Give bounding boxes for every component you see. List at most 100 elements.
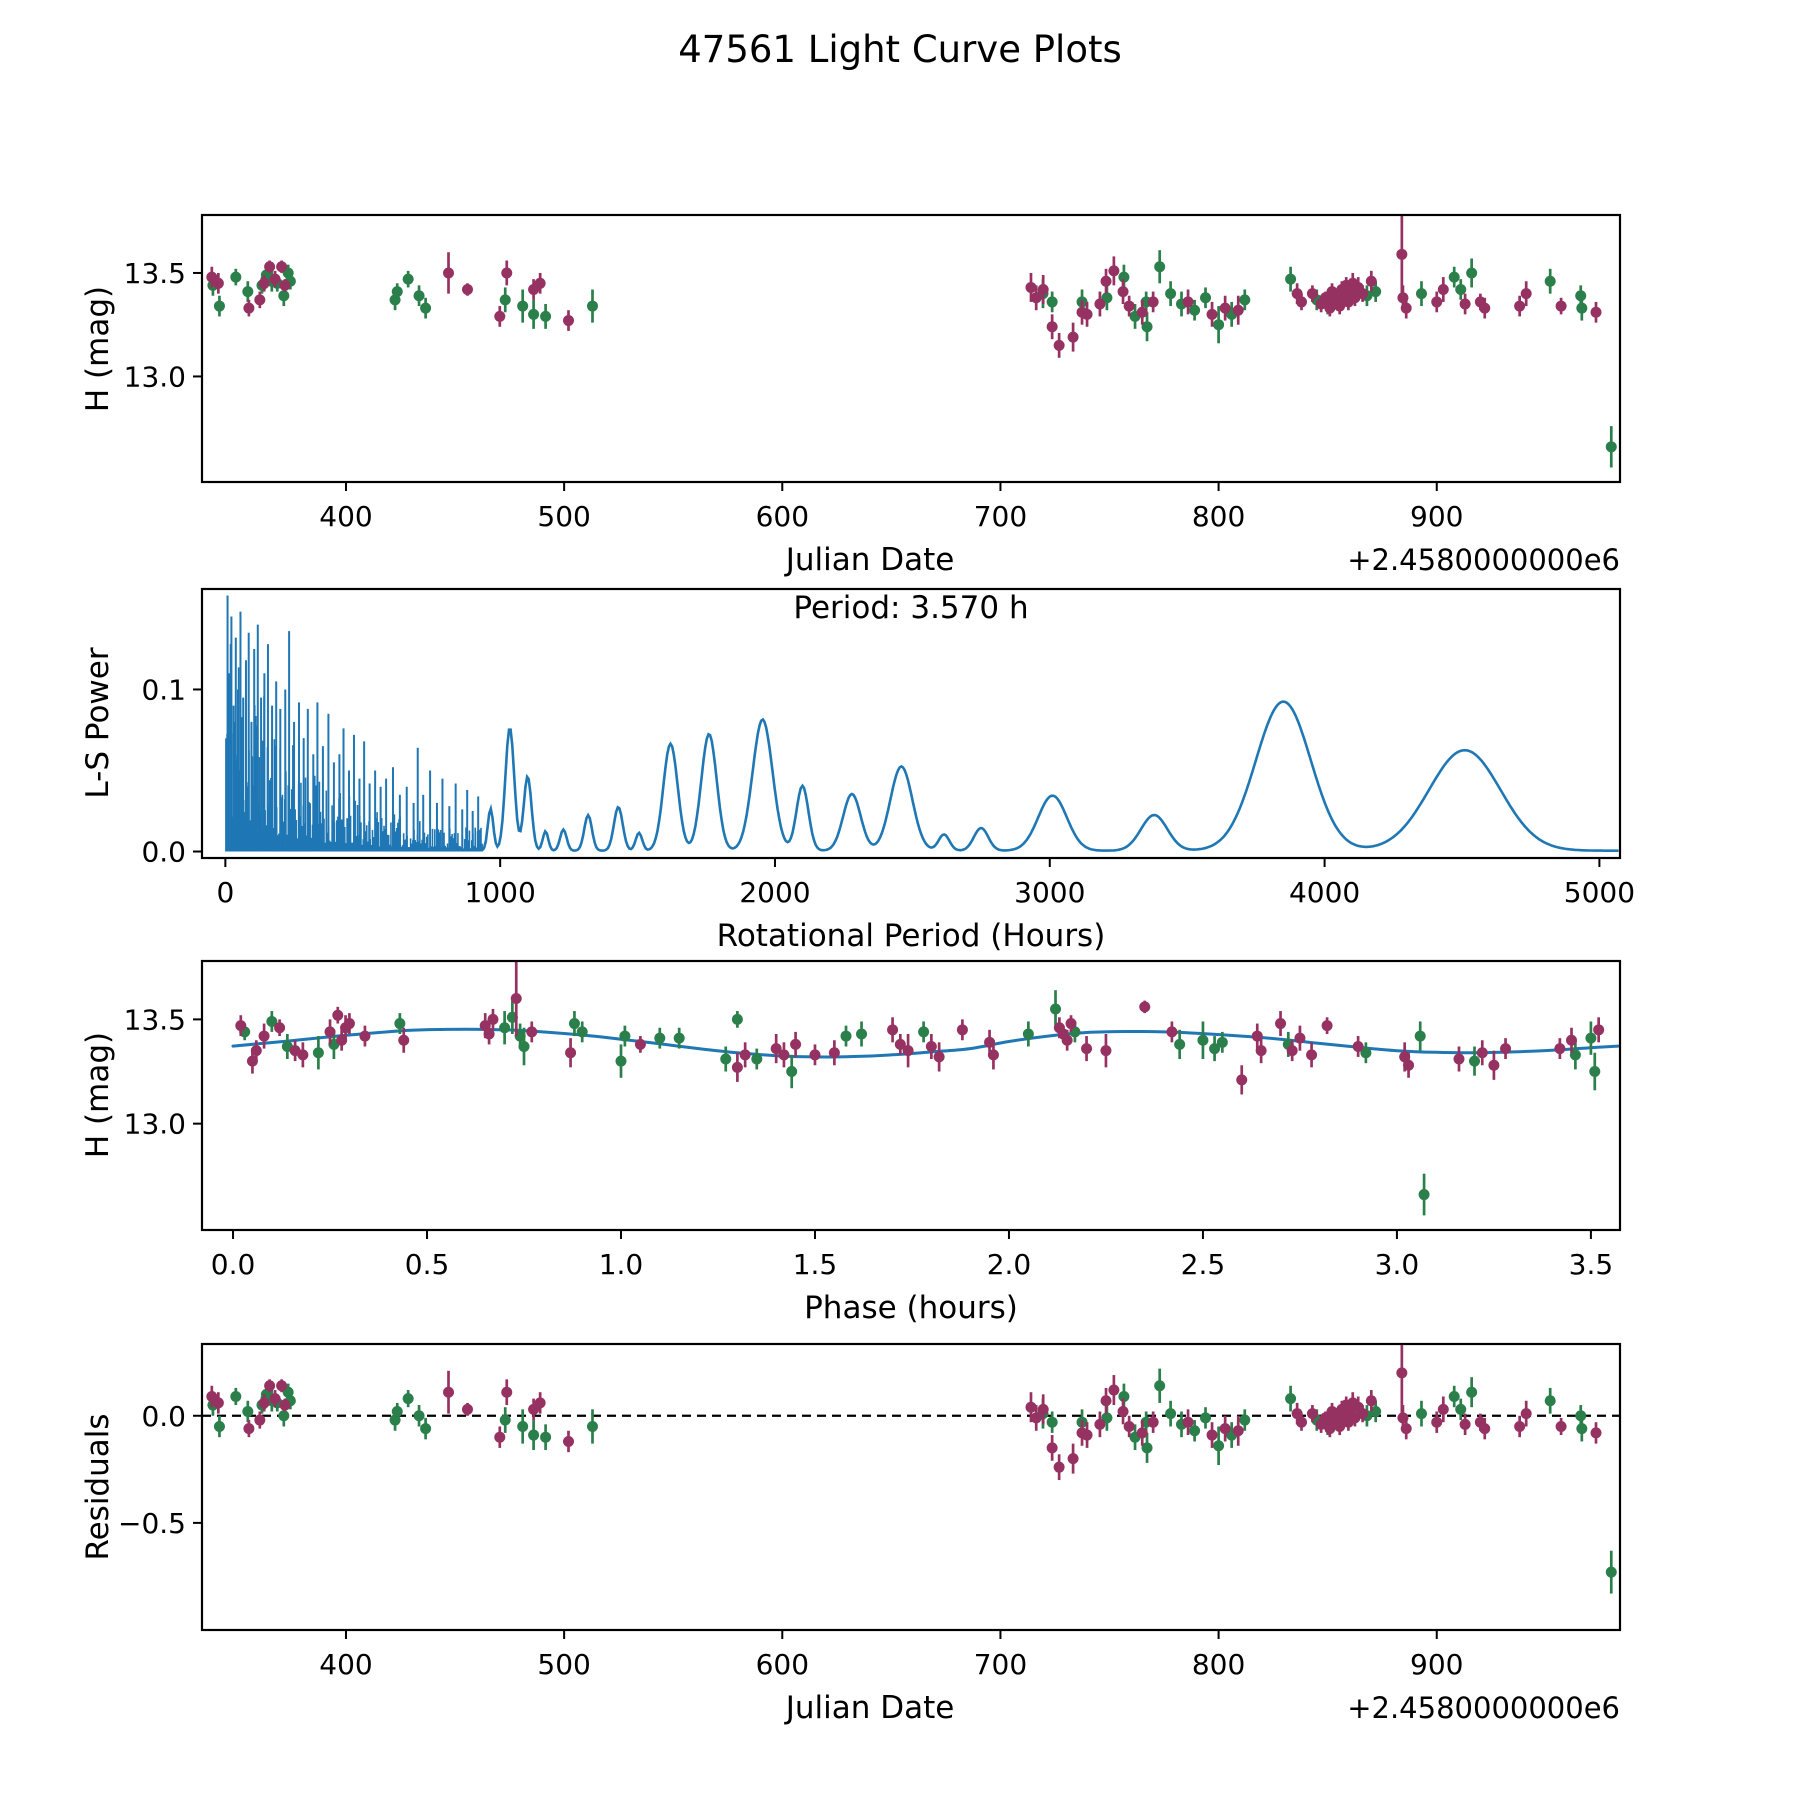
xaxis-label-rotational-period: Rotational Period (Hours)	[717, 918, 1106, 954]
axes-frame	[200, 959, 1622, 1232]
x-tick-label: 500	[537, 1648, 590, 1681]
data-point	[258, 1397, 270, 1409]
x-tick-label: 4000	[1289, 876, 1360, 909]
plot-area-lightcurve: 400 500 600 700 800 900 13.5 13.0	[124, 213, 1622, 533]
data-point	[1081, 1043, 1093, 1055]
plot-area-periodogram: 0 1000 2000 3000 4000 5000 0.1 0.0	[141, 587, 1635, 909]
data-point	[1232, 304, 1244, 316]
data-point	[1479, 1423, 1491, 1435]
data-point	[332, 1009, 344, 1021]
data-point	[1030, 292, 1042, 304]
data-point	[1046, 296, 1058, 308]
data-point	[510, 993, 522, 1005]
data-point	[534, 277, 546, 289]
data-point	[1453, 1053, 1465, 1065]
data-point	[1357, 1408, 1369, 1420]
data-point	[499, 294, 511, 306]
data-point	[269, 1393, 281, 1405]
data-point	[1141, 321, 1153, 333]
plot-area-phase: 0.0 0.5 1.0 1.5 2.0 2.5 3.0 3.5 13.5 13.0	[124, 959, 1622, 1281]
data-point	[1232, 1425, 1244, 1437]
data-point	[1255, 1045, 1267, 1057]
data-point	[1236, 1074, 1248, 1086]
series-band-purple	[206, 1344, 1602, 1481]
xaxis-label-julian-date-residuals: Julian Date	[784, 1690, 955, 1726]
data-point	[1437, 284, 1449, 296]
data-point	[391, 1405, 403, 1417]
x-tick-label: 3.0	[1375, 1248, 1420, 1281]
data-point	[1154, 1380, 1166, 1392]
data-point	[324, 1026, 336, 1038]
data-point	[1286, 1045, 1298, 1057]
data-point	[568, 1018, 580, 1030]
data-point	[254, 294, 266, 306]
data-point	[1455, 284, 1467, 296]
data-point	[534, 1397, 546, 1409]
figure-title: 47561 Light Curve Plots	[678, 28, 1122, 71]
data-point	[402, 273, 414, 285]
data-point	[1306, 288, 1318, 300]
y-tick-label: 13.5	[124, 1003, 186, 1036]
x-tick-label: 5000	[1564, 876, 1635, 909]
data-point	[562, 315, 574, 327]
data-point	[250, 1045, 262, 1057]
data-point	[1396, 248, 1408, 260]
data-point	[1291, 288, 1303, 300]
data-point	[279, 1399, 291, 1411]
data-point	[494, 310, 506, 322]
data-point	[1544, 275, 1556, 287]
data-point	[1414, 1030, 1426, 1042]
data-point	[1488, 1059, 1500, 1071]
data-point	[243, 1423, 255, 1435]
data-point	[1037, 284, 1049, 296]
data-point	[1294, 1032, 1306, 1044]
data-point	[1108, 265, 1120, 277]
data-point	[264, 261, 276, 273]
data-point	[654, 1032, 666, 1044]
data-point	[673, 1032, 685, 1044]
xaxis-label-phase: Phase (hours)	[804, 1290, 1018, 1326]
data-point	[1403, 1059, 1415, 1071]
series-band-purple	[235, 961, 1605, 1095]
periodogram-curve	[481, 700, 1619, 852]
plot-area-residuals: 400 500 600 700 800 900 0.0 −0.5	[118, 1342, 1622, 1681]
data-point	[1081, 1429, 1093, 1441]
data-point	[343, 1018, 355, 1030]
data-point	[278, 1410, 290, 1422]
data-point	[1117, 1405, 1129, 1417]
x-tick-label: 700	[974, 500, 1027, 533]
x-tick-label: 1.0	[599, 1248, 644, 1281]
data-point	[528, 1429, 540, 1441]
data-point	[933, 1051, 945, 1063]
data-point	[1554, 1043, 1566, 1055]
data-point	[1396, 1367, 1408, 1379]
data-point	[1589, 1066, 1601, 1078]
data-point	[1448, 271, 1460, 283]
data-point	[619, 1030, 631, 1042]
data-point	[1139, 1001, 1151, 1013]
clipped-content	[231, 961, 1620, 1216]
data-point	[956, 1024, 968, 1036]
data-point	[1291, 1408, 1303, 1420]
data-point	[840, 1030, 852, 1042]
yaxis-label-ls-power: L-S Power	[80, 647, 116, 798]
data-point	[278, 290, 290, 302]
data-point	[562, 1435, 574, 1447]
data-point	[1285, 1393, 1297, 1405]
data-point	[739, 1049, 751, 1061]
data-point	[1605, 441, 1617, 453]
data-point	[276, 1380, 288, 1392]
x-tick-label: 500	[537, 500, 590, 533]
data-point	[1136, 306, 1148, 318]
data-point	[1182, 296, 1194, 308]
data-point	[501, 1386, 513, 1398]
data-point	[1295, 1416, 1307, 1428]
data-point	[1576, 302, 1588, 314]
clipped-content	[225, 595, 1619, 852]
data-point	[576, 1026, 588, 1038]
data-point	[494, 1431, 506, 1443]
data-point	[778, 1049, 790, 1061]
data-point	[1025, 281, 1037, 293]
data-point	[1046, 321, 1058, 333]
